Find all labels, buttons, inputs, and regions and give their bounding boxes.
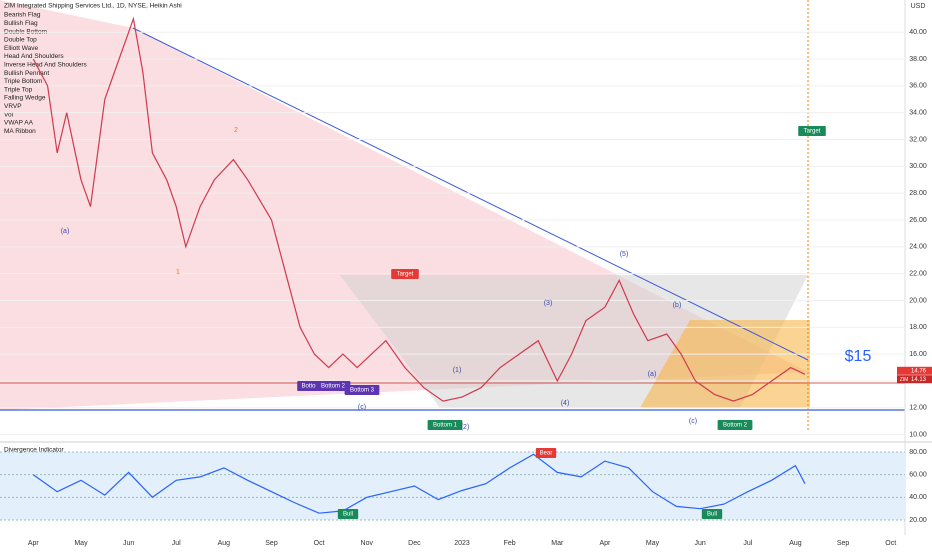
annotation: Bull [343, 512, 353, 518]
annotation: Target [804, 129, 821, 135]
annotation: (c) [358, 404, 366, 411]
y-tick-label: 18.00 [909, 324, 927, 331]
x-tick-label: May [74, 540, 88, 547]
x-tick-label: Jul [743, 540, 752, 547]
annotation-box [427, 420, 463, 430]
indicator-name: Bullish Pennant [4, 70, 49, 77]
annotation-box [344, 385, 380, 395]
price-badge [897, 366, 932, 375]
annotation: (c) [689, 418, 697, 425]
price-label: 14.76 [911, 368, 927, 374]
y-tick-label: 20.00 [909, 297, 927, 304]
annotation-box [798, 126, 826, 136]
x-tick-label: Apr [599, 540, 611, 547]
annotation: Bull [707, 512, 717, 518]
x-tick-label: Apr [28, 540, 40, 547]
indicator-name: Head And Shoulders [4, 53, 64, 60]
annotation: (1) [453, 367, 462, 374]
y-tick-label: 36.00 [909, 83, 927, 90]
annotation: Target [397, 272, 414, 278]
y-tick-label: 26.00 [909, 217, 927, 224]
x-tick-label: Dec [408, 540, 421, 547]
x-tick-label: Aug [789, 540, 802, 547]
x-tick-label: Oct [314, 540, 325, 547]
y-tick-label: 20.00 [909, 517, 927, 524]
x-tick-label: Jun [123, 540, 134, 547]
annotation: Bottom 2 [321, 384, 346, 390]
y-tick-label: 80.00 [909, 449, 927, 456]
y-tick-label: 22.00 [909, 271, 927, 278]
annotation: (2) [461, 424, 470, 431]
indicator-name: Elliott Wave [4, 45, 38, 52]
y-tick-label: 32.00 [909, 136, 927, 143]
annotation: Bear [540, 451, 553, 457]
currency: USD [911, 3, 926, 10]
annotation: (a) [648, 371, 657, 378]
x-tick-label: Jul [172, 540, 181, 547]
y-tick-label: 30.00 [909, 163, 927, 170]
x-tick-label: Oct [885, 540, 896, 547]
range-box [640, 320, 810, 408]
annotation: (b) [673, 302, 682, 309]
y-tick-label: 24.00 [909, 244, 927, 251]
x-tick-label: Nov [361, 540, 374, 547]
annotation-box [701, 509, 723, 519]
x-tick-label: Sep [837, 540, 850, 547]
indicator-name: Bullish Flag [4, 20, 38, 27]
indicator-name: Double Top [4, 37, 37, 44]
price-line [32, 453, 806, 514]
trendline [132, 27, 809, 361]
indicator-name: Falling Wedge [4, 95, 46, 102]
symbol-label: ZIM [900, 377, 909, 383]
annotation: (5) [620, 251, 629, 258]
annotation: Bottom [301, 384, 320, 390]
annotation: (a) [61, 228, 70, 235]
x-tick-label: Feb [504, 540, 516, 547]
y-tick-label: 38.00 [909, 56, 927, 63]
indicator-title: Divergence Indicator [4, 447, 64, 454]
price-label: 14.13 [911, 377, 927, 383]
annotation: Bottom 3 [350, 388, 375, 394]
indicator-name: Inverse Head And Shoulders [4, 62, 87, 69]
indicator-name: VRVP [4, 103, 22, 110]
indicator-name: Vol [4, 111, 14, 118]
y-tick-label: 16.00 [909, 351, 927, 358]
annotation: (4) [561, 400, 570, 407]
annotation: Bottom 1 [433, 423, 458, 429]
indicator-name: MA Ribbon [4, 128, 36, 135]
annotation-box [391, 269, 419, 279]
annotation: (3) [544, 300, 553, 307]
y-tick-label: 10.00 [909, 431, 927, 438]
annotation: $15 [845, 348, 872, 365]
symbol-badge [898, 376, 911, 383]
indicator-name: VWAP AA [4, 120, 34, 127]
indicator-name: Triple Top [4, 86, 33, 93]
y-tick-label: 40.00 [909, 29, 927, 36]
y-tick-label: 34.00 [909, 110, 927, 117]
y-tick-label: 28.00 [909, 190, 927, 197]
x-tick-label: Aug [218, 540, 231, 547]
annotation: Bottom 2 [723, 423, 748, 429]
y-tick-label: 12.00 [909, 405, 927, 412]
annotation-box [717, 420, 753, 430]
price-badge [897, 375, 932, 384]
x-tick-label: 2023 [454, 540, 470, 547]
annotation: 2 [234, 127, 238, 134]
indicator-name: Bearish Flag [4, 12, 41, 19]
y-tick-label: 40.00 [909, 494, 927, 501]
price-line [32, 16, 806, 402]
annotation: 1 [176, 269, 180, 276]
annotation-box [337, 509, 359, 519]
indicator-band [0, 452, 905, 520]
y-tick-label: 60.00 [909, 472, 927, 479]
x-tick-label: May [646, 540, 660, 547]
indicator-name: Triple Bottom [4, 78, 42, 85]
annotation-box [315, 381, 351, 391]
chart-title: ZIM Integrated Shipping Services Ltd., 1… [4, 3, 182, 10]
x-tick-label: Sep [265, 540, 278, 547]
annotation-box [535, 448, 557, 458]
x-tick-label: Mar [551, 540, 564, 547]
x-tick-label: Jun [695, 540, 706, 547]
